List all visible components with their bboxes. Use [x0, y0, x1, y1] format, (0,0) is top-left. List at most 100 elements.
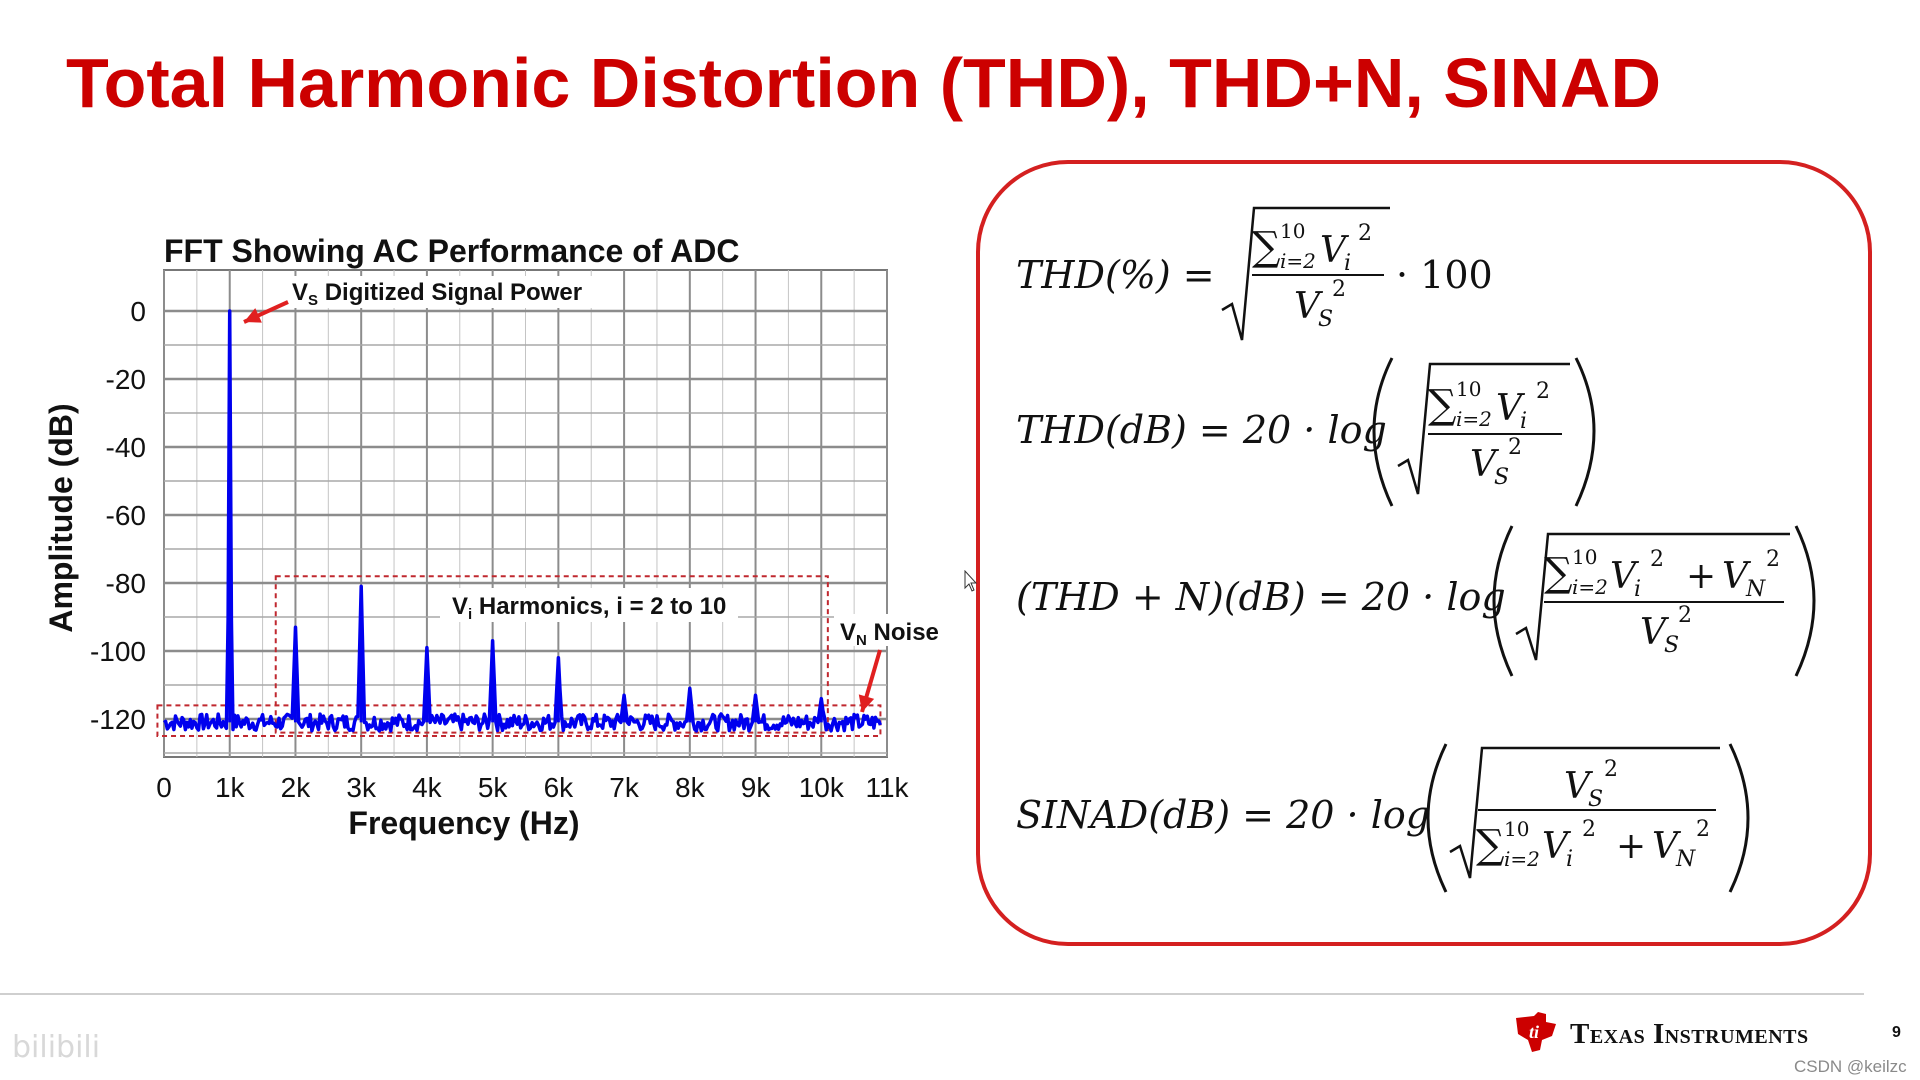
- y-tick-label: -60: [106, 500, 146, 531]
- harmonics-annotation: Vi Harmonics, i = 2 to 10: [452, 593, 726, 623]
- x-tick-label: 3k: [346, 772, 377, 803]
- sum-lower: i=2: [1280, 249, 1316, 273]
- thd-percent-mult: · 100: [1396, 253, 1493, 297]
- chart-annotations: VS Digitized Signal Power Vi Harmonics, i…: [243, 276, 950, 713]
- mouse-cursor-icon: [964, 570, 978, 592]
- y-tick-label: -120: [90, 704, 146, 735]
- bilibili-watermark: bilibili: [12, 1030, 101, 1065]
- fft-trace: [162, 309, 883, 733]
- sinad-db-lhs: SINAD(dB) = 20 · log: [1016, 793, 1430, 837]
- x-tick-label: 7k: [609, 772, 640, 803]
- sum-lower: i=2: [1572, 575, 1608, 599]
- x-tick-label: 2k: [281, 772, 312, 803]
- x-tick-label: 4k: [412, 772, 443, 803]
- thd-db-lhs: THD(dB) = 20 · log: [1016, 408, 1387, 452]
- sub-s: S: [1664, 633, 1679, 658]
- y-tick-label: -40: [106, 432, 146, 463]
- exp-2: 2: [1650, 547, 1664, 572]
- annotation-bg: [834, 614, 950, 646]
- sum-sigma: ∑: [1544, 550, 1573, 596]
- x-axis-label: Frequency (Hz): [348, 805, 579, 841]
- right-paren: [1728, 743, 1750, 893]
- slide-footer: [0, 993, 1864, 1079]
- sum-upper: 10: [1280, 219, 1305, 243]
- sum-sigma: ∑: [1252, 224, 1281, 270]
- sum-upper: 10: [1456, 377, 1481, 401]
- thd-percent-lhs: THD(%) =: [1016, 253, 1215, 297]
- v-symbol: V: [1640, 612, 1670, 653]
- formula-box: [976, 160, 1872, 946]
- y-tick-label: -20: [106, 364, 146, 395]
- company-wordmark: Texas Instruments: [1570, 1018, 1809, 1050]
- sum-sigma: ∑: [1428, 382, 1457, 428]
- x-tick-label: 10k: [799, 772, 845, 803]
- v-symbol: V: [1652, 826, 1682, 867]
- exp-2: 2: [1604, 757, 1618, 782]
- exp-2: 2: [1536, 379, 1550, 404]
- harmonics-box: [274, 575, 829, 734]
- sub-i: i: [1520, 409, 1527, 434]
- v-symbol: V: [1610, 556, 1640, 597]
- left-paren: [1372, 357, 1394, 507]
- left-paren: [1426, 743, 1448, 893]
- v-symbol: V: [1294, 286, 1324, 327]
- sum-lower: i=2: [1456, 407, 1492, 431]
- left-paren: [1492, 525, 1514, 677]
- y-tick-label: -100: [90, 636, 146, 667]
- sub-n: N: [1675, 847, 1696, 872]
- noise-arrow-head: [858, 694, 875, 712]
- plus-sign: +: [1616, 826, 1646, 867]
- x-tick-label: 9k: [741, 772, 772, 803]
- sum-upper: 10: [1572, 545, 1597, 569]
- x-tick-label: 8k: [675, 772, 706, 803]
- exp-2: 2: [1696, 817, 1710, 842]
- sub-i: i: [1344, 251, 1351, 276]
- sqrt-symbol: [1515, 532, 1790, 661]
- x-tick-label: 0: [156, 772, 172, 803]
- y-tick-label: 0: [130, 296, 146, 327]
- fft-chart: FFT Showing AC Performance of ADC 0 -20 -4…: [43, 233, 950, 841]
- plus-sign: +: [1686, 556, 1716, 597]
- svg-text:ti: ti: [1529, 1022, 1539, 1042]
- exp-2: 2: [1332, 277, 1346, 302]
- texas-instruments-logo-icon: ti: [1516, 1012, 1556, 1052]
- sum-lower: i=2: [1504, 847, 1540, 871]
- sub-s: S: [1588, 787, 1603, 812]
- sub-i: i: [1566, 847, 1573, 872]
- v-symbol: V: [1470, 444, 1500, 485]
- v-symbol: V: [1564, 766, 1594, 807]
- v-symbol: V: [1496, 388, 1526, 429]
- sub-s: S: [1318, 307, 1333, 332]
- exp-2: 2: [1678, 603, 1692, 628]
- x-tick-label: 5k: [478, 772, 509, 803]
- exp-2: 2: [1766, 547, 1780, 572]
- sub-n: N: [1745, 577, 1766, 602]
- annotation-bg: [286, 276, 592, 308]
- sqrt-symbol: [1397, 362, 1570, 495]
- v-symbol: V: [1320, 230, 1350, 271]
- exp-2: 2: [1582, 817, 1596, 842]
- y-axis-label: Amplitude (dB): [43, 403, 79, 632]
- noise-annotation: VN Noise: [840, 619, 939, 649]
- sum-sigma: ∑: [1476, 822, 1505, 868]
- annotation-bg: [440, 588, 738, 622]
- sqrt-symbol: [1449, 746, 1720, 879]
- x-tick-label: 11k: [865, 772, 909, 803]
- y-tick-label: -80: [106, 568, 146, 599]
- x-tick-label: 6k: [544, 772, 575, 803]
- fft-trace-group: [162, 309, 883, 733]
- right-paren: [1794, 525, 1816, 677]
- thdn-db-lhs: (THD + N)(dB) = 20 · log: [1016, 575, 1506, 619]
- chart-title: FFT Showing AC Performance of ADC: [164, 233, 739, 269]
- page-number: 9: [1892, 1024, 1901, 1041]
- sum-upper: 10: [1504, 817, 1529, 841]
- csdn-watermark: CSDN @keilzc: [1794, 1057, 1907, 1076]
- x-tick-label: 1k: [215, 772, 246, 803]
- exp-2: 2: [1358, 221, 1372, 246]
- axis-ticks: 0 -20 -40 -60 -80 -100 -120 0 1k 2k 3k 4k 5k 6k 7k 8k 9k…: [90, 296, 910, 803]
- sqrt-symbol: [1221, 206, 1390, 341]
- sub-s: S: [1494, 465, 1509, 490]
- v-symbol: V: [1542, 826, 1572, 867]
